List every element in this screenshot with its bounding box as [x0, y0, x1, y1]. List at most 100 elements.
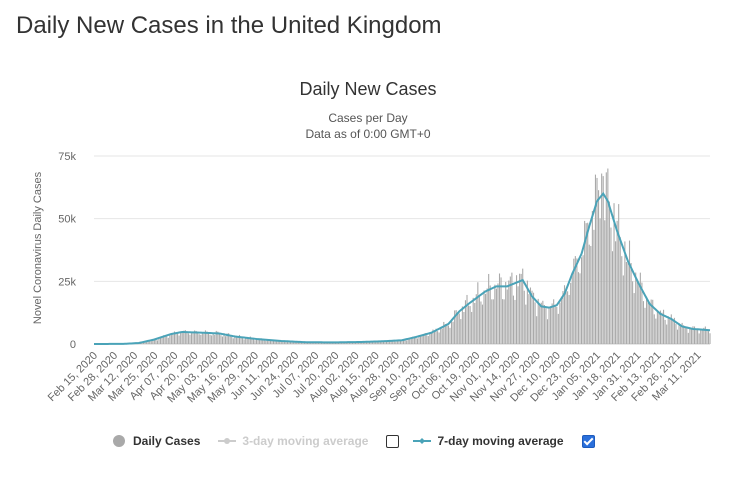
daily-case-bar [147, 340, 149, 344]
daily-case-bar [285, 341, 287, 344]
daily-case-bar [406, 340, 408, 344]
daily-case-bar [468, 305, 470, 344]
daily-case-bar [461, 306, 463, 344]
daily-case-bar [423, 334, 425, 344]
daily-case-bar [570, 282, 572, 344]
daily-case-bar [670, 314, 672, 344]
daily-case-bar [563, 285, 566, 344]
daily-case-bar [450, 319, 453, 344]
daily-case-bar [158, 337, 160, 344]
y-axis-label: Novel Coronavirus Daily Cases [32, 171, 44, 324]
chart-subtitle-line2: Data as of 0:00 GMT+0 [305, 127, 430, 141]
daily-case-bar [248, 338, 250, 344]
toggle-7day-checkbox[interactable] [581, 434, 595, 448]
daily-case-bar [385, 340, 388, 344]
daily-case-bar [681, 322, 683, 344]
daily-case-bar [644, 307, 646, 344]
daily-case-bar [395, 341, 397, 344]
daily-case-bar [531, 290, 533, 344]
daily-case-bar [209, 334, 211, 344]
daily-case-bar [653, 314, 655, 344]
daily-case-bar [187, 333, 189, 344]
legend-3day-ma[interactable]: 3-day moving average [218, 434, 368, 448]
daily-case-bar [401, 339, 403, 344]
daily-case-bar [584, 220, 586, 344]
daily-case-bar [290, 341, 292, 344]
daily-case-bar [416, 338, 419, 344]
toggle-3day-checkbox[interactable] [386, 434, 400, 448]
legend-7day-line-icon [413, 438, 432, 444]
daily-case-bar [466, 294, 468, 344]
daily-case-bar [700, 329, 702, 344]
daily-case-bar [169, 334, 171, 344]
daily-case-bar [378, 341, 380, 344]
daily-case-bar [232, 338, 234, 344]
daily-case-bar [556, 306, 558, 344]
daily-case-bar [627, 260, 629, 344]
daily-case-bar [175, 332, 177, 344]
daily-case-bar [481, 304, 484, 344]
daily-case-bar [441, 328, 443, 344]
daily-case-bar [144, 341, 146, 344]
daily-case-bar [618, 204, 620, 344]
daily-case-bar [350, 342, 352, 344]
daily-case-bar [164, 335, 166, 344]
daily-case-bar [412, 336, 414, 344]
daily-case-bar [166, 335, 168, 344]
daily-case-bar [214, 334, 216, 344]
daily-case-bar [228, 333, 230, 344]
daily-case-bar [594, 174, 597, 344]
daily-case-bar [622, 275, 624, 344]
daily-case-bar [553, 299, 555, 344]
daily-case-bar [464, 300, 466, 344]
daily-case-bar [697, 329, 699, 344]
daily-case-bar [186, 331, 188, 344]
daily-case-bar [647, 299, 649, 344]
daily-case-bar [379, 340, 381, 344]
daily-case-bar [565, 287, 567, 344]
daily-case-bar [652, 299, 654, 344]
daily-case-bar [242, 338, 244, 344]
legend-daily-cases[interactable]: Daily Cases [113, 434, 200, 448]
daily-case-bar [475, 294, 477, 344]
daily-case-bar [503, 299, 505, 344]
daily-case-bar [591, 210, 593, 344]
daily-case-bar [488, 273, 490, 344]
daily-case-bar [580, 257, 583, 344]
daily-case-bar [226, 333, 228, 344]
legend-3day-label: 3-day moving average [242, 434, 369, 448]
daily-case-bar [650, 299, 652, 344]
daily-case-bar [384, 342, 386, 344]
daily-case-bar [240, 337, 242, 344]
daily-case-bar [615, 241, 617, 344]
daily-case-bar [472, 297, 474, 344]
daily-case-bar [257, 339, 259, 344]
daily-case-bar [675, 323, 677, 344]
y-tick-label: 0 [70, 339, 76, 351]
daily-case-bar [495, 288, 497, 344]
daily-case-bar [664, 319, 666, 344]
legend-7day-ma[interactable]: 7-day moving average [413, 434, 564, 448]
daily-case-bar [279, 340, 281, 344]
daily-case-bar [582, 255, 584, 344]
daily-case-bar [206, 331, 208, 344]
daily-case-bar [678, 323, 680, 344]
daily-case-bar [178, 335, 180, 344]
daily-case-bar [245, 337, 247, 344]
daily-case-bar [522, 268, 524, 344]
daily-case-bar [571, 273, 573, 344]
daily-case-bar [528, 294, 530, 344]
daily-case-bar [613, 203, 615, 344]
y-tick-label: 50k [58, 214, 76, 226]
daily-case-bar [485, 293, 487, 344]
daily-case-bar [372, 341, 374, 344]
daily-case-bar [492, 299, 494, 344]
daily-case-bar [433, 330, 436, 344]
daily-case-bar [280, 340, 282, 344]
daily-case-bar [170, 333, 172, 344]
daily-case-bar [440, 327, 442, 344]
daily-case-bar [460, 319, 462, 344]
daily-case-bar [690, 329, 692, 344]
daily-case-bar [508, 280, 510, 344]
daily-case-bar [424, 333, 426, 344]
